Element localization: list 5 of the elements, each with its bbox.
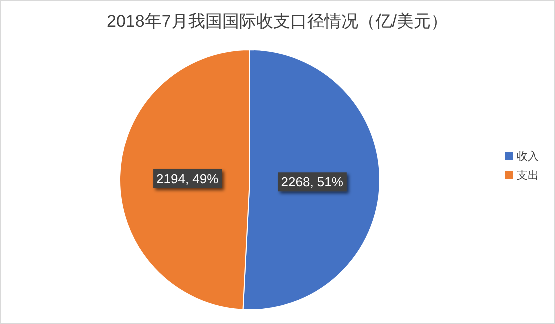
title: 2018年7月我国国际收支口径情况（亿/美元） bbox=[107, 12, 448, 31]
data-label: 2268, 51% bbox=[281, 174, 344, 190]
data-label: 2194, 49% bbox=[156, 171, 220, 186]
legend-label: 支出 bbox=[517, 169, 539, 182]
legend-label: 收入 bbox=[517, 150, 539, 163]
